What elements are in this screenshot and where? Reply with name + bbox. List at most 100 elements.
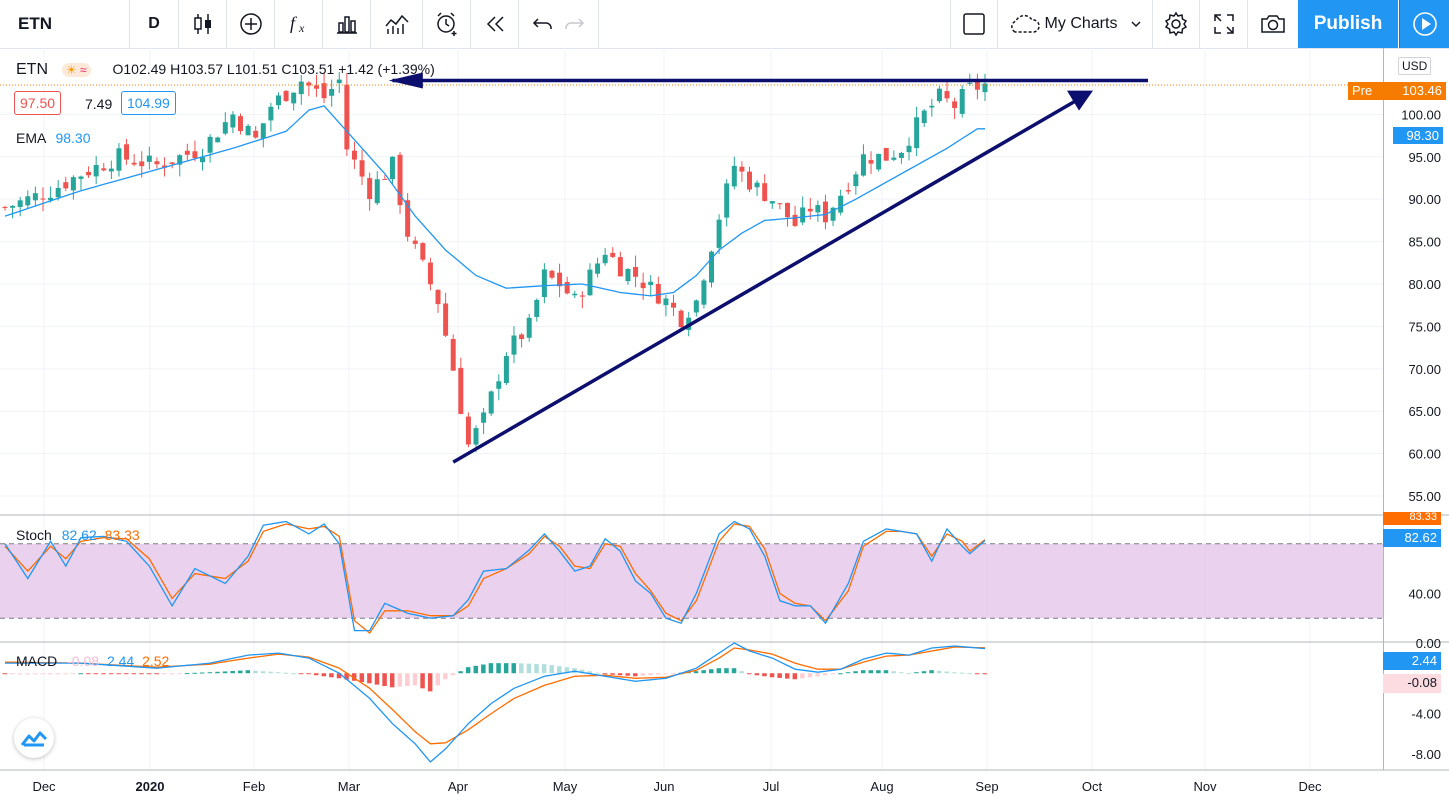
candle-body xyxy=(465,416,471,445)
macd-histogram-bar xyxy=(200,672,205,674)
candle-body xyxy=(101,168,107,171)
legend-ohlc: O102.49 H103.57 L101.51 C103.51 +1.42 (+… xyxy=(112,61,435,77)
candle-body xyxy=(481,412,487,423)
bid-price[interactable]: 97.50 xyxy=(14,91,62,115)
ask-price[interactable]: 104.99 xyxy=(121,91,176,115)
macd-histogram-bar xyxy=(169,673,175,675)
candle-body xyxy=(648,281,654,286)
macd-histogram-bar xyxy=(253,670,258,674)
candle-body xyxy=(245,125,251,136)
compare-button[interactable] xyxy=(227,0,275,48)
macd-histogram-bar xyxy=(275,672,281,674)
macd-histogram-bar xyxy=(739,671,744,674)
chart-style-button[interactable] xyxy=(179,0,227,48)
macd-histogram-bar xyxy=(693,671,699,674)
stoch-k-value: 82.62 xyxy=(61,527,97,543)
candle-body xyxy=(731,165,737,187)
candle-body xyxy=(838,195,844,213)
chart-canvas[interactable]: Dec 2020 Feb Mar Apr May Jun Jul Aug Sep Oct Nov Dec… xyxy=(0,48,1449,804)
macd-histogram-bar xyxy=(70,673,76,675)
macd-histogram-bar xyxy=(557,666,562,674)
play-icon xyxy=(1413,12,1437,36)
macd-histogram-bar xyxy=(792,673,798,680)
interval-button[interactable]: D xyxy=(130,0,179,48)
candle-body xyxy=(830,207,836,221)
candle-body xyxy=(845,190,851,192)
stoch-k-line xyxy=(4,520,986,632)
candle-body xyxy=(139,161,145,167)
chevron-down-icon xyxy=(1131,21,1141,28)
undo-icon[interactable] xyxy=(532,13,554,35)
symbol-search-button[interactable]: ETN xyxy=(0,0,130,48)
candle-body xyxy=(557,272,563,287)
alert-button[interactable] xyxy=(423,0,471,48)
macd-histogram-bar xyxy=(663,673,668,675)
fullscreen-button[interactable] xyxy=(1200,0,1248,48)
macd-histogram-bar xyxy=(222,671,228,674)
candle-body xyxy=(222,122,228,134)
snapshot-button[interactable] xyxy=(1248,0,1298,48)
macd-histogram-bar xyxy=(807,673,813,678)
candle-body xyxy=(777,203,783,205)
financials-button[interactable] xyxy=(323,0,371,48)
candle-body xyxy=(914,117,920,149)
templates-button[interactable] xyxy=(371,0,423,48)
candle-body xyxy=(162,165,168,168)
macd-histogram-bar xyxy=(359,673,365,683)
macd-histogram-bar xyxy=(2,673,7,675)
candle-body xyxy=(579,295,585,297)
macd-histogram-bar xyxy=(124,673,129,675)
stoch-pane xyxy=(0,520,1383,635)
play-button[interactable] xyxy=(1399,0,1449,48)
candle-body xyxy=(496,381,502,389)
candle-body xyxy=(488,391,494,414)
macd-histogram-bar xyxy=(891,671,896,674)
macd-histogram-bar xyxy=(184,673,190,675)
replay-button[interactable] xyxy=(471,0,519,48)
x-tick-label: Dec xyxy=(1298,779,1322,794)
layout-button[interactable] xyxy=(950,0,998,48)
y-tick-label: 75.00 xyxy=(1408,319,1441,334)
macd-histogram-bar xyxy=(610,673,615,675)
currency-button[interactable]: USD xyxy=(1398,57,1432,75)
replay-icon xyxy=(486,16,504,32)
macd-histogram-bar xyxy=(131,673,137,675)
my-charts-label: My Charts xyxy=(1044,15,1118,32)
candle-body xyxy=(564,281,570,294)
macd-value: 2.44 xyxy=(106,653,135,669)
candle-body xyxy=(268,106,274,121)
macd-y-tick-label: -4.00 xyxy=(1411,707,1441,722)
candle-body xyxy=(450,338,456,371)
candles-icon xyxy=(193,14,211,34)
premarket-tag: Pre 103.46 xyxy=(1348,82,1446,100)
redo-icon[interactable] xyxy=(563,13,585,35)
candle-body xyxy=(868,160,874,164)
candle-body xyxy=(625,269,631,282)
candle-body xyxy=(754,182,760,188)
candle-body xyxy=(329,88,335,96)
ema-tag: 98.30 xyxy=(1393,127,1443,144)
candle-body xyxy=(146,155,152,162)
macd-y-tick-label: -8.00 xyxy=(1411,747,1441,762)
candle-body xyxy=(124,144,130,160)
macd-histogram-bar xyxy=(321,673,327,677)
publish-button[interactable]: Publish xyxy=(1298,0,1398,48)
candle-body xyxy=(192,151,198,159)
tradingview-logo[interactable] xyxy=(14,718,54,758)
candle-body xyxy=(572,293,578,296)
macd-histogram-bar xyxy=(215,671,220,674)
camera-icon xyxy=(1261,15,1285,33)
wave-icon: ≈ xyxy=(80,63,87,77)
x-tick-label: Jul xyxy=(763,779,780,794)
candle-body xyxy=(359,160,365,177)
candle-body xyxy=(382,178,388,180)
settings-button[interactable] xyxy=(1153,0,1200,48)
macd-histogram-bar xyxy=(716,668,722,674)
macd-histogram-bar xyxy=(344,673,349,680)
candle-body xyxy=(701,280,707,305)
market-status-badge[interactable]: ☀ ≈ xyxy=(61,63,91,77)
y-tick-label: 85.00 xyxy=(1408,235,1441,250)
macd-histogram-bar xyxy=(389,673,395,688)
my-charts-button[interactable]: My Charts xyxy=(998,0,1153,48)
